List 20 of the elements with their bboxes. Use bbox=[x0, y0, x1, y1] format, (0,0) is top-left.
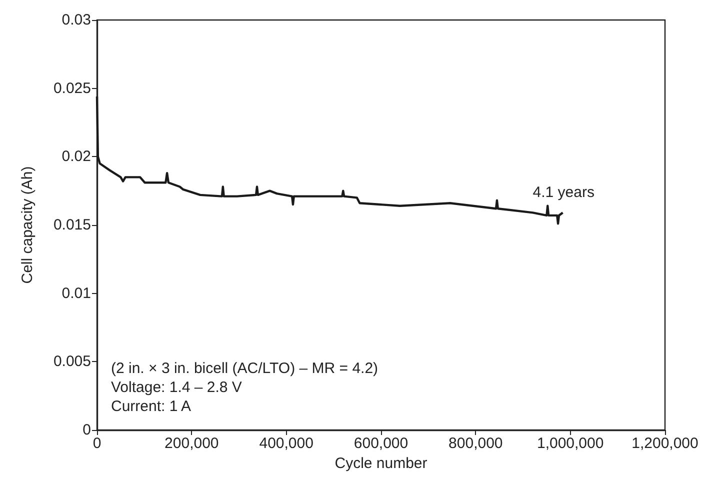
x-tick-label: 800,000 bbox=[448, 435, 503, 452]
x-tick-label: 400,000 bbox=[259, 435, 314, 452]
annotation: Voltage: 1.4 – 2.8 V bbox=[111, 379, 242, 396]
y-tick-label: 0.03 bbox=[62, 12, 91, 28]
x-tick-label: 1,200,000 bbox=[632, 435, 698, 452]
x-axis-title: Cycle number bbox=[334, 455, 428, 472]
x-tick-label: 0 bbox=[92, 435, 102, 452]
y-tick-label: 0.025 bbox=[53, 80, 91, 97]
y-tick-label: 0.005 bbox=[53, 353, 91, 370]
annotation: 4.1 years bbox=[532, 184, 594, 202]
y-tick-label: 0 bbox=[82, 422, 91, 438]
x-tick-label: 200,000 bbox=[164, 435, 219, 452]
x-tick-label: 1,000,000 bbox=[536, 435, 604, 452]
annotation: Current: 1 A bbox=[111, 398, 192, 415]
y-tick-label: 0.02 bbox=[62, 148, 91, 166]
y-tick-label: 0.015 bbox=[53, 216, 91, 234]
annotation: (2 in. × 3 in. bicell (AC/LTO) – MR = 4.2) bbox=[111, 360, 378, 377]
x-tick-label: 600,000 bbox=[354, 435, 408, 452]
y-tick-label: 0.01 bbox=[62, 284, 91, 302]
y-axis-title: Cell capacity (Ah) bbox=[19, 166, 36, 284]
